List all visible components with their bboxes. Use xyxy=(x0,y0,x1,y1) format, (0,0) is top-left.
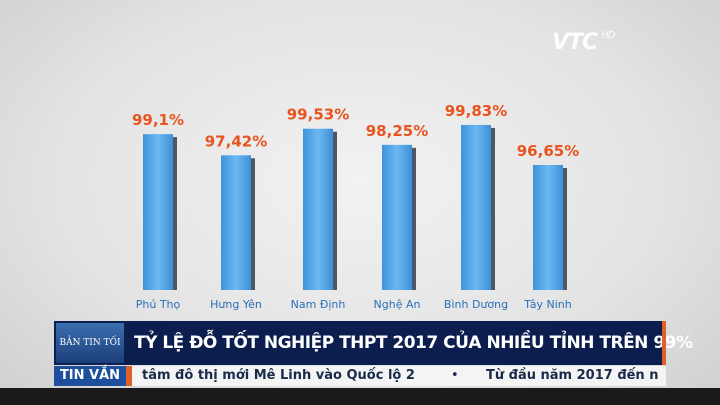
data-label: 97,42% xyxy=(205,132,267,150)
bar-1 xyxy=(221,155,251,290)
program-logo: BẢN TIN TỐI xyxy=(56,323,124,363)
headline: TỶ LỆ ĐỖ TỐT NGHIỆP THPT 2017 CỦA NHIỀU … xyxy=(134,333,693,353)
data-label: 98,25% xyxy=(366,122,428,140)
news-ticker: TIN VẮN tâm đô thị mới Mê Linh vào Quốc … xyxy=(54,366,666,386)
ticker-text: tâm đô thị mới Mê Linh vào Quốc lộ 2 xyxy=(142,368,415,383)
accent-bar xyxy=(662,321,666,365)
bar-shadow xyxy=(412,147,416,290)
bar-shadow xyxy=(251,158,255,290)
letterbox-bar xyxy=(0,388,720,405)
category-label: Nam Định xyxy=(291,298,346,311)
category-label: Tây Ninh xyxy=(523,298,571,311)
bar-shadow xyxy=(491,127,495,290)
bar-5 xyxy=(533,165,563,290)
category-label: Hưng Yên xyxy=(210,298,262,311)
ticker-accent xyxy=(126,366,132,386)
bar-0 xyxy=(143,134,173,290)
vtc-hd-logo: VTC HD xyxy=(552,30,615,55)
category-label: Bình Dương xyxy=(444,298,508,311)
category-label: Nghệ An xyxy=(374,298,421,311)
data-label: 99,1% xyxy=(132,111,184,129)
ticker-tag: TIN VẮN xyxy=(54,366,126,386)
bar-3 xyxy=(382,144,412,290)
data-label: 99,53% xyxy=(287,106,349,124)
bar-shadow xyxy=(333,131,337,290)
ticker-text-next: Từ đầu năm 2017 đến n xyxy=(486,368,659,383)
ticker-bullet: • xyxy=(451,368,459,383)
lower-third: BẢN TIN TỐI TỶ LỆ ĐỖ TỐT NGHIỆP THPT 201… xyxy=(54,321,693,365)
bar-shadow xyxy=(563,168,567,290)
data-label: 99,83% xyxy=(445,102,507,120)
category-label: Phú Thọ xyxy=(136,298,181,311)
bar-4 xyxy=(461,124,491,290)
bar-2 xyxy=(303,128,333,290)
bar-chart: 99,1% Phú Thọ 97,42% Hưng Yên 99,53% Nam Định… xyxy=(132,102,579,311)
bar-shadow xyxy=(173,137,177,290)
data-label: 96,65% xyxy=(517,142,579,160)
